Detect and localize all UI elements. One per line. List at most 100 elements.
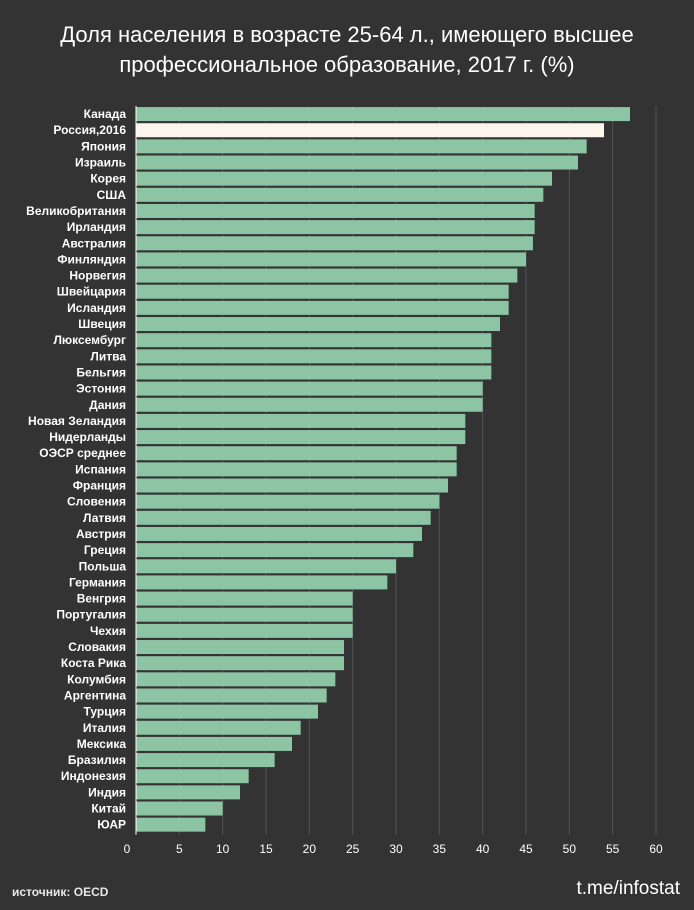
category-label-42: Индия xyxy=(88,785,126,799)
x-tick-label-40: 40 xyxy=(476,842,490,856)
bar-18 xyxy=(136,397,483,412)
chart-title-line-1: Доля населения в возрасте 25-64 л., имею… xyxy=(60,22,634,47)
category-label-23: Франция xyxy=(73,479,126,493)
bar-31 xyxy=(136,607,353,622)
category-label-3: Израиль xyxy=(75,156,126,170)
category-label-24: Словения xyxy=(67,495,126,509)
bar-5 xyxy=(136,187,544,202)
bar-26 xyxy=(136,526,422,541)
category-label-22: Испания xyxy=(75,462,126,476)
category-label-30: Венгрия xyxy=(77,592,126,606)
category-label-6: Великобритания xyxy=(26,204,126,218)
category-label-9: Финляндия xyxy=(57,252,126,266)
x-tick-label-50: 50 xyxy=(563,842,577,856)
bar-20 xyxy=(136,430,466,445)
category-label-44: ЮАР xyxy=(97,818,126,832)
x-tick-label-55: 55 xyxy=(606,842,620,856)
bar-42 xyxy=(136,785,240,800)
category-label-15: Литва xyxy=(90,349,126,363)
bar-33 xyxy=(136,640,344,655)
category-label-38: Италия xyxy=(83,721,126,735)
category-label-28: Польша xyxy=(79,559,127,573)
bar-29 xyxy=(136,575,388,590)
category-label-10: Норвегия xyxy=(69,269,126,283)
bar-9 xyxy=(136,252,526,267)
x-tick-label-60: 60 xyxy=(649,842,663,856)
bar-16 xyxy=(136,365,492,380)
bar-24 xyxy=(136,494,440,509)
bar-37 xyxy=(136,704,318,719)
bar-13 xyxy=(136,317,500,332)
bar-32 xyxy=(136,623,353,638)
bar-30 xyxy=(136,591,353,606)
category-label-16: Бельгия xyxy=(76,365,126,379)
bar-39 xyxy=(136,736,292,751)
channel-link[interactable]: t.me/infostat xyxy=(576,878,681,899)
bar-40 xyxy=(136,753,275,768)
bar-1 xyxy=(136,123,604,138)
category-label-26: Австрия xyxy=(76,527,126,541)
bar-12 xyxy=(136,300,509,315)
category-label-41: Индонезия xyxy=(61,769,126,783)
category-label-18: Дания xyxy=(89,398,126,412)
bar-19 xyxy=(136,413,466,428)
category-label-27: Греция xyxy=(84,543,126,557)
x-tick-label-10: 10 xyxy=(216,842,230,856)
bar-34 xyxy=(136,656,344,671)
category-label-17: Эстония xyxy=(76,382,126,396)
bar-17 xyxy=(136,381,483,396)
category-label-12: Исландия xyxy=(67,301,126,315)
category-label-13: Швеция xyxy=(78,317,126,331)
bar-25 xyxy=(136,510,431,525)
category-label-2: Япония xyxy=(81,139,126,153)
x-tick-label-45: 45 xyxy=(519,842,533,856)
bar-15 xyxy=(136,349,492,364)
category-label-36: Аргентина xyxy=(64,688,126,702)
bar-22 xyxy=(136,462,457,477)
category-label-31: Португалия xyxy=(56,608,126,622)
bar-chart: Канада Россия,2016 Япония Израиль Корея США Ве… xyxy=(26,106,663,856)
category-label-43: Китай xyxy=(91,802,126,816)
bar-6 xyxy=(136,203,535,218)
x-tick-label-30: 30 xyxy=(389,842,403,856)
x-tick-label-35: 35 xyxy=(433,842,447,856)
category-label-7: Ирландия xyxy=(67,220,126,234)
bar-7 xyxy=(136,220,535,235)
bar-14 xyxy=(136,333,492,348)
category-label-0: Канада xyxy=(84,107,127,121)
x-tick-label-25: 25 xyxy=(346,842,360,856)
bar-2 xyxy=(136,139,587,154)
category-label-11: Швейцария xyxy=(57,285,126,299)
bar-10 xyxy=(136,268,518,283)
x-tick-label-15: 15 xyxy=(259,842,273,856)
category-label-1: Россия,2016 xyxy=(53,123,126,137)
source-note: источник: OECD xyxy=(12,885,109,899)
bar-23 xyxy=(136,478,448,493)
bar-36 xyxy=(136,688,327,703)
category-label-5: США xyxy=(97,188,127,202)
bar-41 xyxy=(136,769,249,784)
category-label-14: Люксембург xyxy=(53,333,126,347)
bar-35 xyxy=(136,672,336,687)
chart-title: Доля населения в возрасте 25-64 л., имею… xyxy=(0,20,694,80)
category-label-39: Мексика xyxy=(77,737,127,751)
category-label-8: Австралия xyxy=(62,236,126,250)
x-tick-label-20: 20 xyxy=(303,842,317,856)
category-label-19: Новая Зеландия xyxy=(28,414,126,428)
bar-0 xyxy=(136,107,630,122)
bar-38 xyxy=(136,720,301,735)
bar-21 xyxy=(136,446,457,461)
bar-44 xyxy=(136,817,206,832)
bar-43 xyxy=(136,801,223,816)
x-tick-label-5: 5 xyxy=(176,842,183,856)
chart-title-line-2: профессиональное образование, 2017 г. (%… xyxy=(119,52,575,77)
category-label-20: Нидерланды xyxy=(49,430,126,444)
category-label-37: Турция xyxy=(84,705,126,719)
bar-28 xyxy=(136,559,396,574)
bar-3 xyxy=(136,155,578,170)
category-label-29: Германия xyxy=(69,575,126,589)
bar-11 xyxy=(136,284,509,299)
category-label-33: Словакия xyxy=(68,640,126,654)
bar-8 xyxy=(136,236,533,251)
category-label-34: Коста Рика xyxy=(61,656,126,670)
